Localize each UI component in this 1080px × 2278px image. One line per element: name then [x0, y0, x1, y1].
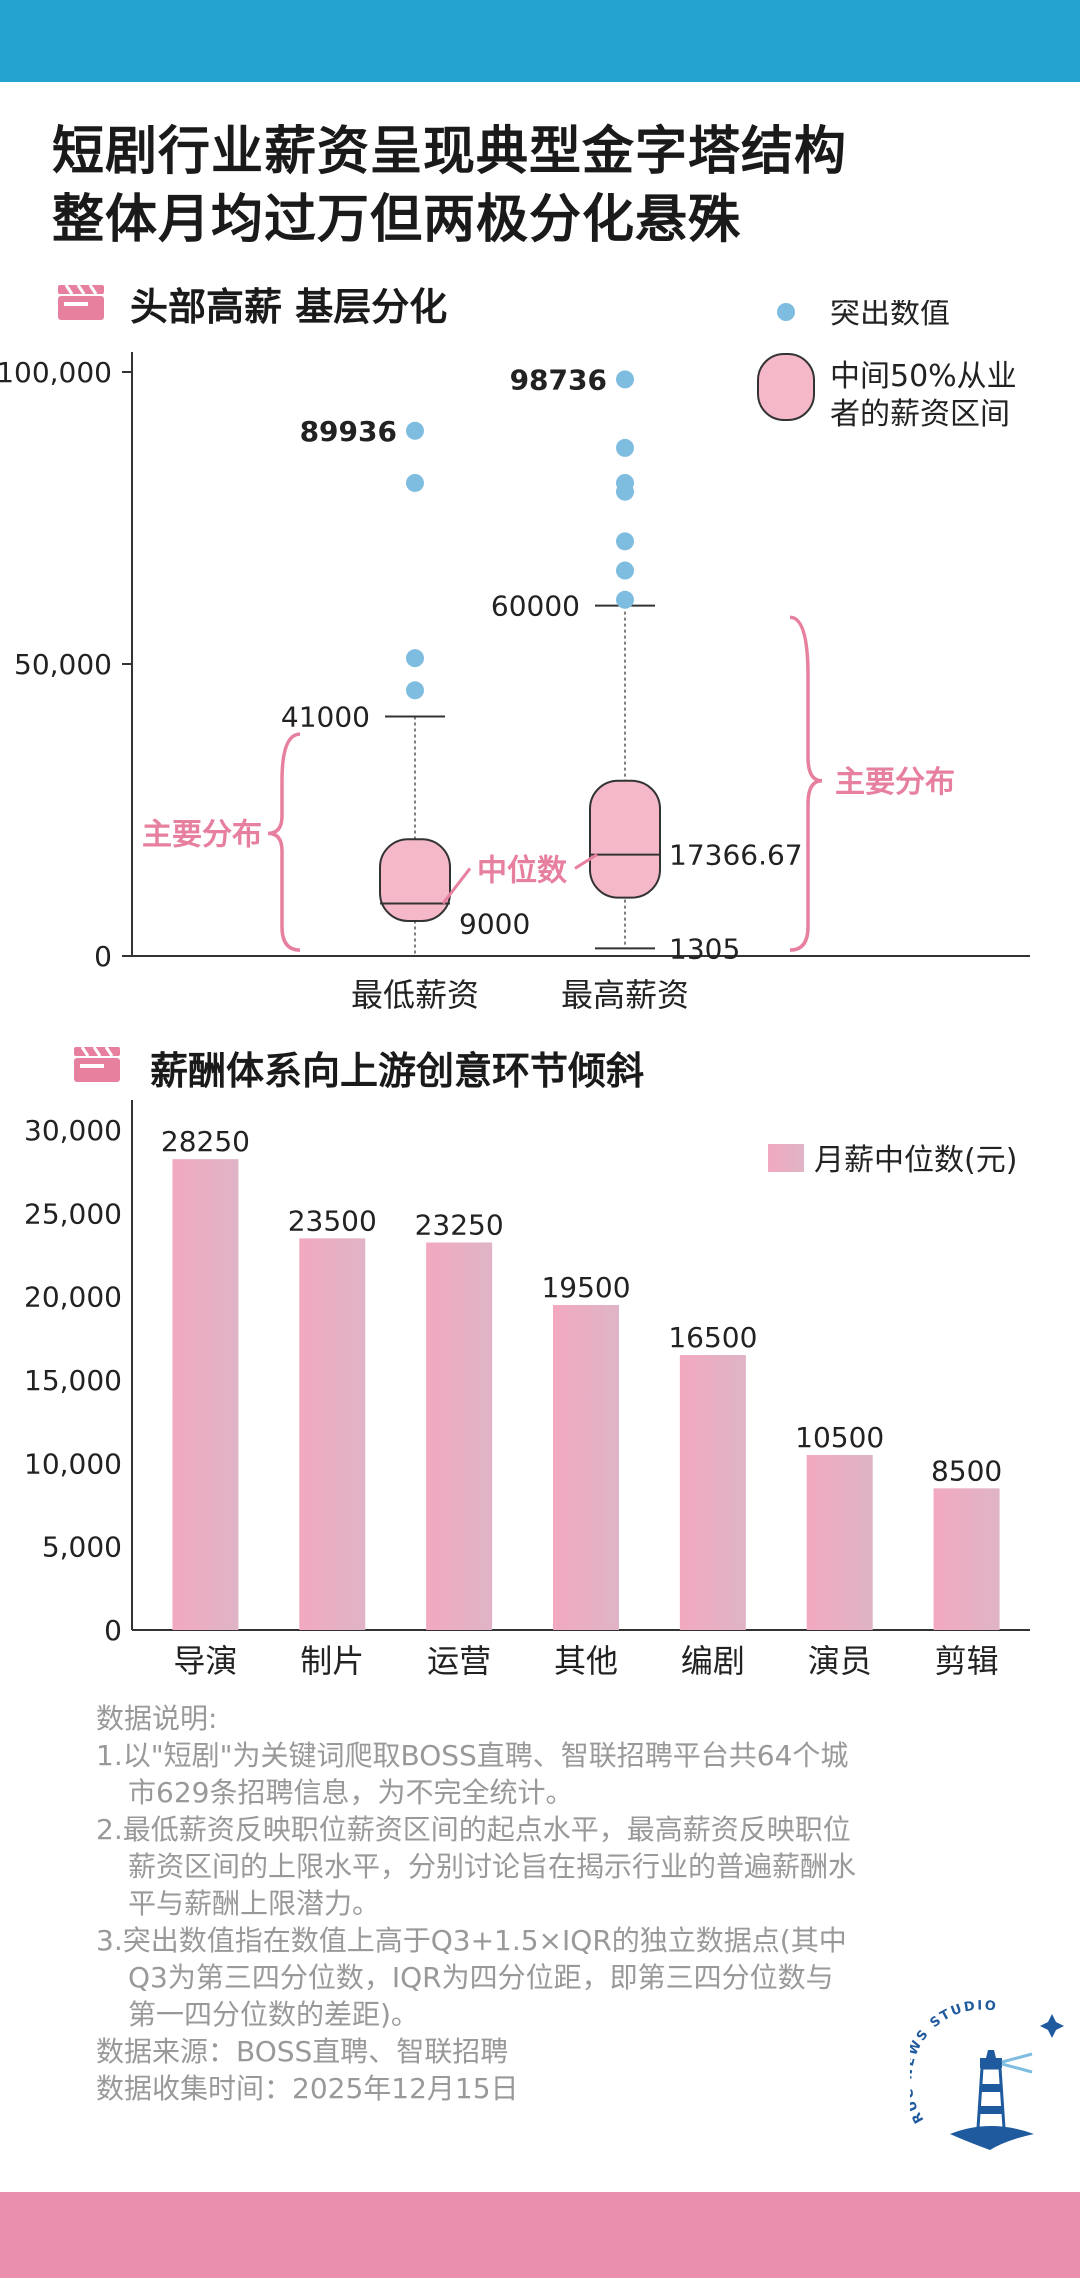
- section-1-title: 头部高薪 基层分化: [130, 285, 448, 329]
- main-distribution-right-label: 主要分布: [835, 765, 955, 800]
- x-category-label: 演员: [808, 1642, 872, 1680]
- outlier-point: [406, 681, 424, 700]
- note-item: 2.最低薪资反映职位薪资区间的起点水平，最高薪资反映职位薪资区间的上限水平，分别…: [96, 1813, 857, 1920]
- outlier-point: [406, 473, 424, 492]
- section-2-title: 薪酬体系向上游创意环节倾斜: [150, 1049, 645, 1093]
- iqr-box: [589, 779, 661, 899]
- max-value-label: 60000: [491, 590, 580, 623]
- median-callout-line: [574, 853, 598, 870]
- bar: [172, 1159, 239, 1630]
- note-item: 3.突出数值指在数值上高于Q3+1.5×IQR的独立数据点(其中Q3为第三四分位…: [96, 1924, 847, 2031]
- bar: [553, 1305, 619, 1630]
- title-line-2: 整体月均过万但两极分化悬殊: [52, 190, 742, 250]
- y-tick-label: 30,000: [24, 1114, 122, 1147]
- legend-box-label-line2: 者的薪资区间: [830, 397, 1010, 432]
- clapperboard-icon: [58, 284, 104, 320]
- notes-heading: 数据说明:: [96, 1702, 218, 1735]
- bar: [426, 1242, 493, 1630]
- y-tick-label: 25,000: [24, 1197, 122, 1230]
- y-tick-label: 100,000: [0, 356, 112, 389]
- legend-box-marker: [757, 353, 815, 421]
- bar: [299, 1238, 366, 1630]
- data-notes: 数据说明: 1.以"短剧"为关键词爬取BOSS直聘、智联招聘平台共64个城市62…: [96, 1700, 856, 2107]
- median-callout-line: [441, 867, 472, 905]
- x-category-label: 剪辑: [935, 1642, 999, 1680]
- left-brace: [267, 732, 301, 952]
- y-tick-label: 20,000: [24, 1281, 122, 1314]
- x-category-label: 最高薪资: [561, 976, 689, 1014]
- legend-outlier-label: 突出数值: [830, 300, 950, 331]
- legend-bar-marker: [768, 1144, 804, 1172]
- x-category-label: 最低薪资: [351, 976, 479, 1014]
- bar-value-label: 19500: [541, 1271, 630, 1304]
- outlier-point: [616, 370, 634, 389]
- x-category-label: 编剧: [681, 1642, 745, 1680]
- outlier-point: [616, 532, 634, 551]
- max-value-label: 41000: [281, 701, 370, 734]
- bar-value-label: 28250: [161, 1125, 250, 1158]
- outlier-value-label: 89936: [300, 415, 397, 448]
- bar-value-label: 16500: [668, 1321, 757, 1354]
- data-source: 数据来源：BOSS直聘、智联招聘: [96, 2035, 509, 2068]
- outlier-point: [406, 649, 424, 668]
- legend-bar-label: 月薪中位数(元): [814, 1143, 1017, 1178]
- outlier-point: [406, 421, 424, 440]
- x-category-label: 制片: [300, 1642, 364, 1680]
- legend-box-label-line1: 中间50%从业: [830, 359, 1017, 394]
- min-value-label: 1305: [669, 932, 740, 965]
- y-tick-label: 0: [94, 940, 112, 973]
- y-tick-label: 5,000: [42, 1531, 122, 1564]
- lighthouse-icon: [950, 2050, 1034, 2150]
- bar-chart: 0 5,000 10,000 15,000 20,000 25,000 30,000 2825…: [24, 1100, 1030, 1680]
- bar: [806, 1455, 873, 1630]
- right-brace: [789, 615, 823, 952]
- outlier-point: [616, 590, 634, 609]
- y-tick-label: 10,000: [24, 1447, 122, 1480]
- box-plot-chart: 0 50,000 100,000 最低薪资 89936 41000 9000 最高薪资 9873…: [0, 300, 1030, 1014]
- y-tick-label: 15,000: [24, 1364, 122, 1397]
- median-value-label: 17366.67: [669, 839, 803, 872]
- outlier-point: [616, 438, 634, 457]
- footer-bar: [0, 2192, 1080, 2278]
- header-bar: [0, 0, 1080, 82]
- y-tick-label: 0: [104, 1614, 122, 1647]
- x-category-label: 运营: [427, 1642, 491, 1680]
- bar: [679, 1355, 746, 1630]
- x-category-label: 其他: [554, 1642, 618, 1680]
- iqr-box: [379, 838, 451, 922]
- bar-value-label: 23250: [415, 1209, 504, 1242]
- y-tick-label: 50,000: [14, 648, 112, 681]
- legend-outlier-marker: [777, 303, 795, 321]
- page-title: 短剧行业薪资呈现典型金字塔结构 整体月均过万但两极分化悬殊: [52, 118, 847, 254]
- ruc-news-studio-logo: RUC NEWS STUDIO: [910, 2000, 1068, 2173]
- title-line-1: 短剧行业薪资呈现典型金字塔结构: [52, 122, 848, 182]
- bar: [933, 1488, 1000, 1630]
- median-annotation: 中位数: [477, 853, 568, 888]
- bar-value-label: 10500: [795, 1421, 884, 1454]
- median-value-label: 9000: [459, 907, 530, 940]
- collection-date: 数据收集时间：2025年12月15日: [96, 2072, 519, 2105]
- outlier-value-label: 98736: [510, 363, 607, 396]
- main-distribution-left-label: 主要分布: [142, 817, 262, 852]
- x-category-label: 导演: [173, 1642, 237, 1680]
- outlier-point: [616, 473, 634, 492]
- bar-value-label: 8500: [931, 1454, 1002, 1487]
- outlier-point: [616, 561, 634, 580]
- bar-value-label: 23500: [288, 1204, 377, 1237]
- clapperboard-icon: [74, 1046, 120, 1082]
- note-item: 1.以"短剧"为关键词爬取BOSS直聘、智联招聘平台共64个城市629条招聘信息…: [96, 1739, 849, 1809]
